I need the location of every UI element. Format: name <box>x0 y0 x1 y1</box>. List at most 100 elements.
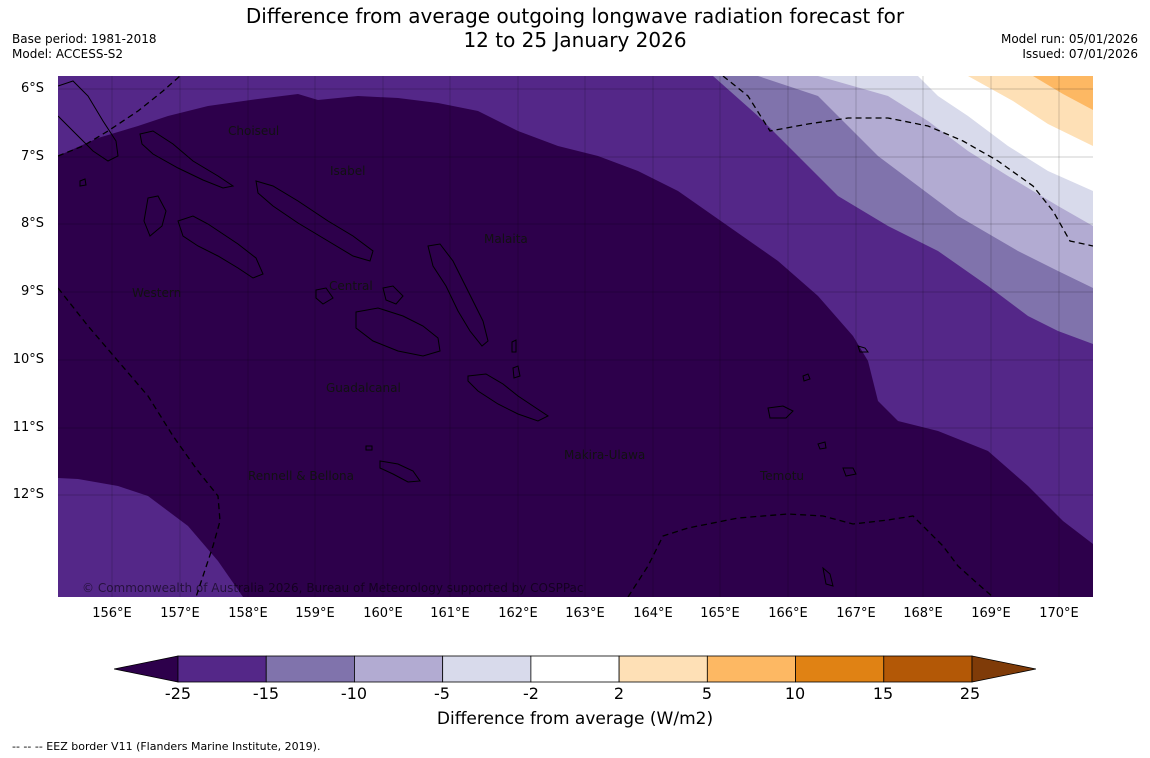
lat-label-7s: 7°S <box>20 149 44 164</box>
southern-islet <box>822 566 834 587</box>
new-georgia-group <box>177 215 264 279</box>
guadalcanal-island <box>355 307 441 357</box>
lat-label-8s: 8°S <box>20 216 44 231</box>
small-islet-2 <box>512 365 521 379</box>
colorbar-tick-label: -15 <box>252 684 280 703</box>
lat-label-6s: 6°S <box>20 81 44 96</box>
colorbar-tick-label: 15 <box>872 684 894 703</box>
lon-label-168e: 168°E <box>903 606 943 621</box>
band-25-15-sw <box>58 478 243 597</box>
meta-left: Base period: 1981-2018 Model: ACCESS-S2 <box>12 32 157 62</box>
place-malaita: Malaita <box>484 232 528 246</box>
choiseul-island <box>139 130 235 189</box>
colorbar-tick-label: -2 <box>523 684 539 703</box>
malaita-island <box>427 243 489 347</box>
eez-border-vanuatu <box>627 513 994 598</box>
vanikoro-islet <box>842 467 857 477</box>
gridlines <box>58 76 1093 597</box>
eez-borders <box>57 75 1094 598</box>
lon-label-169e: 169°E <box>971 606 1011 621</box>
copyright-notice: © Commonwealth of Australia 2026, Bureau… <box>82 581 584 595</box>
lon-label-157e: 157°E <box>160 606 200 621</box>
colorbar-tick-label: 2 <box>613 684 625 703</box>
eez-border-png <box>57 75 181 157</box>
colorbar-tick-label: -5 <box>434 684 450 703</box>
colorbar-tick-label: -25 <box>164 684 192 703</box>
band-5-10 <box>1033 76 1093 110</box>
model-run: Model run: 05/01/2026 <box>1000 32 1138 46</box>
colorbar-segment <box>442 655 532 683</box>
makira-island <box>467 373 549 422</box>
colorbar-segment <box>795 655 885 683</box>
colorbar-segment <box>177 655 267 683</box>
new-georgia-island <box>143 195 167 237</box>
lat-label-12s: 12°S <box>12 487 44 502</box>
band-2-5 <box>968 76 1093 146</box>
lon-label-163e: 163°E <box>565 606 605 621</box>
duff-islet <box>802 373 811 382</box>
lat-label-11s: 11°S <box>12 420 44 435</box>
meta-right: Model run: 05/01/2026 Issued: 07/01/2026 <box>1001 32 1138 62</box>
lat-label-10s: 10°S <box>12 352 44 367</box>
colorbar-segment <box>706 655 796 683</box>
colorbar-segment <box>618 655 708 683</box>
place-isabel: Isabel <box>330 164 366 178</box>
model-name: Model: ACCESS-S2 <box>12 47 124 61</box>
small-islet-3 <box>365 445 373 451</box>
place-rennell-bellona: Rennell & Bellona <box>248 469 355 483</box>
coastlines <box>57 80 869 587</box>
colorbar-tick-label: 5 <box>701 684 713 703</box>
place-temotu: Temotu <box>760 469 805 483</box>
lon-label-167e: 167°E <box>836 606 876 621</box>
lon-label-170e: 170°E <box>1039 606 1079 621</box>
base-period: Base period: 1981-2018 <box>12 32 157 46</box>
lon-label-162e: 162°E <box>498 606 538 621</box>
colorbar-low-extend <box>113 655 179 683</box>
colorbar-tick-label: 10 <box>784 684 806 703</box>
lon-label-165e: 165°E <box>700 606 740 621</box>
colorbar-segment <box>354 655 444 683</box>
isabel-island <box>255 180 374 262</box>
colorbar-title: Difference from average (W/m2) <box>436 709 714 729</box>
colorbar <box>113 655 1037 683</box>
lon-label-158e: 158°E <box>228 606 268 621</box>
place-guadalcanal: Guadalcanal <box>326 381 401 395</box>
florida-islands <box>382 285 404 305</box>
lat-label-9s: 9°S <box>20 284 44 299</box>
place-central: Central <box>329 279 373 293</box>
rennell-island <box>379 460 421 483</box>
place-makira-ulawa: Makira-Ulawa <box>564 448 646 462</box>
central-islands <box>315 287 334 305</box>
eez-border-west <box>57 287 221 598</box>
colorbar-svg <box>113 655 1037 683</box>
lon-label-160e: 160°E <box>363 606 403 621</box>
band-25-15 <box>58 76 1093 544</box>
issued-date: Issued: 07/01/2026 <box>1022 47 1138 61</box>
map-panel <box>57 75 1094 598</box>
title-line-2: 12 to 25 January 2026 <box>463 28 687 52</box>
lon-label-156e: 156°E <box>92 606 132 621</box>
place-choiseul: Choiseul <box>228 124 280 138</box>
colorbar-segments <box>177 655 973 683</box>
lon-label-159e: 159°E <box>295 606 335 621</box>
small-islet-1 <box>511 339 517 353</box>
eez-border-northeast <box>722 75 1094 247</box>
shortland-islet <box>79 178 87 187</box>
chart-title: Difference from average outgoing longwav… <box>0 4 1150 52</box>
lon-label-166e: 166°E <box>768 606 808 621</box>
colorbar-segment <box>265 655 355 683</box>
colorbar-segment <box>883 655 973 683</box>
map-svg <box>57 75 1094 598</box>
reef-islet <box>857 345 869 353</box>
bougainville-island <box>57 80 119 162</box>
title-line-1: Difference from average outgoing longwav… <box>245 4 905 28</box>
colorbar-high-extend <box>971 655 1037 683</box>
place-western: Western <box>132 286 182 300</box>
colorbar-tick-label: -10 <box>340 684 368 703</box>
colorbar-tick-label: 25 <box>959 684 981 703</box>
lon-label-164e: 164°E <box>633 606 673 621</box>
colorbar-segment <box>530 655 620 683</box>
lon-label-161e: 161°E <box>430 606 470 621</box>
footnote: -- -- -- EEZ border V11 (Flanders Marine… <box>12 740 321 753</box>
santa-cruz-island <box>767 405 794 419</box>
